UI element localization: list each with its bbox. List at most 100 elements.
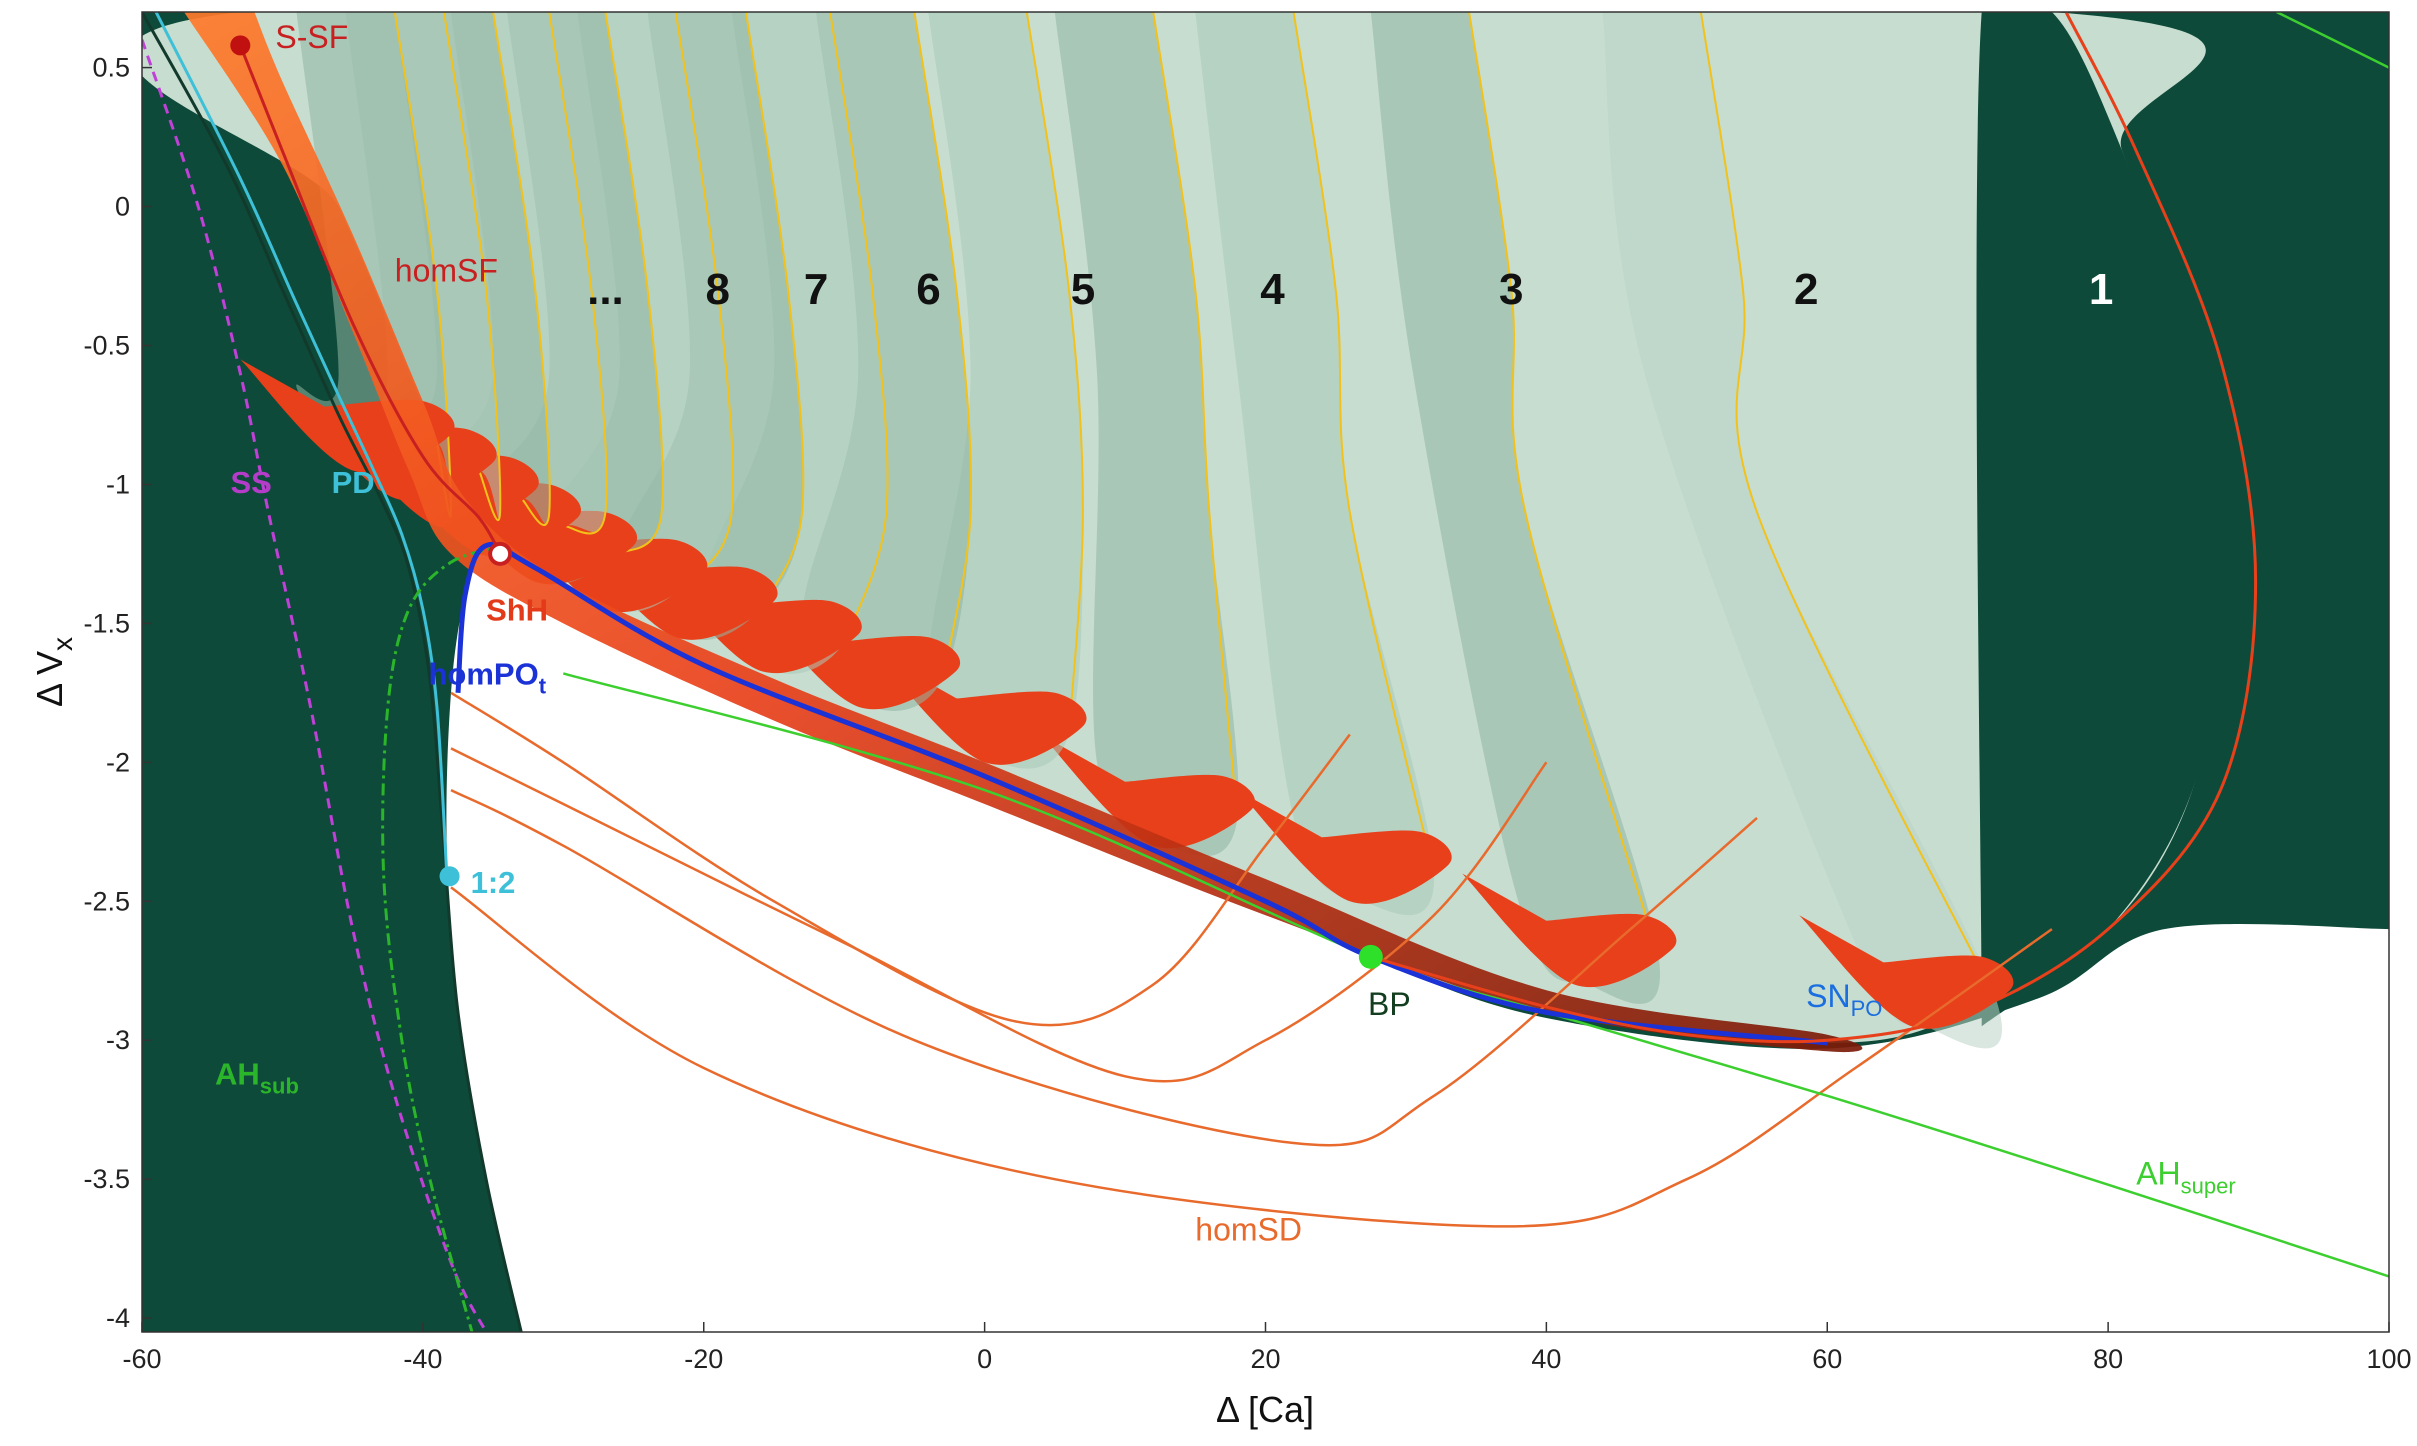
annotation-bp: BP xyxy=(1368,986,1411,1022)
quiescent-region xyxy=(446,544,2389,1332)
AH-super-curve-corner xyxy=(2276,12,2389,69)
annotation-pd: PD xyxy=(332,465,375,500)
region-label: 5 xyxy=(1071,265,1095,314)
chaotic-sliver xyxy=(1462,873,1677,988)
annotation-text: AH xyxy=(215,1057,260,1092)
y-tick-label: -2 xyxy=(106,747,130,777)
annotation-ahsuper: AHsuper xyxy=(2136,1156,2236,1199)
y-tick-label: -1.5 xyxy=(83,608,130,638)
annotation-1-2: 1:2 xyxy=(471,865,516,900)
y-tick-label: 0.5 xyxy=(92,53,130,83)
region-label: 6 xyxy=(916,265,940,314)
region-label: 3 xyxy=(1499,265,1523,314)
x-axis-ticks: -60 -40 -20 0 20 40 60 80 100 xyxy=(122,1322,2412,1374)
spike-band-boundary xyxy=(1152,12,1239,818)
chaotic-sliver xyxy=(1799,915,2014,1029)
y-tick-label: -3.5 xyxy=(83,1164,130,1194)
y-axis-label-main: Δ V xyxy=(29,651,70,707)
annotation-text: AH xyxy=(2136,1156,2180,1192)
spike-band-boundary xyxy=(1699,12,1997,999)
spike-band-shade xyxy=(1195,12,1435,916)
spike-band-boundary xyxy=(744,12,805,610)
annotation-s-sf: S-SF xyxy=(275,19,348,55)
SN-PO-curve xyxy=(1370,12,2258,1044)
spike-band-shade xyxy=(1370,12,1660,1004)
annotation-text: BP xyxy=(1368,986,1411,1022)
annotation-subscript: sub xyxy=(260,1074,299,1099)
spike-band-shade xyxy=(1602,12,2003,1049)
point-shh xyxy=(488,541,513,566)
spike-band-boundary xyxy=(913,12,973,680)
region-label: 1 xyxy=(2089,265,2113,314)
left-boundary-line xyxy=(142,12,523,1332)
homSD-curve xyxy=(450,691,1351,1027)
homSD-curve xyxy=(450,788,1758,1147)
PD-curve xyxy=(154,12,449,874)
spike-band-boundary xyxy=(1025,12,1084,735)
y-axis-ticks: 0.5 0 -0.5 -1 -1.5 -2 -2.5 -3 -3.5 -4 xyxy=(83,53,152,1333)
x-tick-label: 60 xyxy=(1812,1344,1842,1374)
region-label: 2 xyxy=(1794,265,1818,314)
annotation-text: homSF xyxy=(395,253,498,289)
chaotic-sliver xyxy=(1040,734,1256,849)
x-tick-label: 0 xyxy=(977,1344,992,1374)
annotation-subscript: super xyxy=(2181,1174,2236,1199)
spike-band-boundary xyxy=(1468,12,1660,958)
annotation-text: S-SF xyxy=(275,19,348,55)
point-layer xyxy=(230,35,1383,969)
annotation-text: homSD xyxy=(1195,1211,1302,1247)
spike-band-boundary xyxy=(829,12,889,644)
x-tick-label: 40 xyxy=(1531,1344,1561,1374)
region-layer xyxy=(142,12,2389,1332)
annotation-shh: ShH xyxy=(486,593,548,628)
spike-band-shade xyxy=(928,12,1083,769)
annotation-homsf: homSF xyxy=(395,253,498,289)
annotation-snpo: SNPO xyxy=(1806,978,1882,1021)
y-tick-label: -2.5 xyxy=(83,886,130,916)
plot-area: 1 2 3 4 5 6 7 8... S-SF homSF SS PD ShH homPOt 1:2 BP S… xyxy=(141,11,2390,1333)
y-axis-label: Δ Vx xyxy=(29,637,78,707)
y-tick-label: -0.5 xyxy=(83,330,130,360)
annotation-ahsub: AHsub xyxy=(215,1057,299,1099)
spike-band-boundary xyxy=(492,12,551,526)
annotation-homsd: homSD xyxy=(1195,1211,1302,1247)
point-1-2 xyxy=(439,866,460,887)
y-tick-label: -4 xyxy=(106,1303,130,1333)
homSF-curve xyxy=(238,44,502,555)
spike-band-boundary xyxy=(674,12,735,583)
annotation-text: 1:2 xyxy=(471,865,516,900)
x-tick-label: -40 xyxy=(403,1344,442,1374)
y-tick-label: -1 xyxy=(106,469,130,499)
point-s-sf xyxy=(230,35,251,56)
annotation-ss: SS xyxy=(230,465,271,500)
annotation-text: ShH xyxy=(486,593,548,628)
chaotic-sliver xyxy=(1237,790,1452,904)
annotation-text: SN xyxy=(1806,978,1850,1014)
spike-band-shade xyxy=(1054,12,1239,857)
chaotic-sliver xyxy=(745,595,961,710)
chaotic-sliver xyxy=(647,559,862,674)
y-axis-label-sub: x xyxy=(47,637,78,651)
annotation-subscript: t xyxy=(539,674,547,699)
y-tick-label: -3 xyxy=(106,1025,130,1055)
x-tick-label: 20 xyxy=(1250,1344,1280,1374)
x-tick-label: -60 xyxy=(122,1344,161,1374)
point-bp xyxy=(1358,944,1383,969)
region-label: 7 xyxy=(804,265,828,314)
region-label-layer: 1 2 3 4 5 6 7 8... xyxy=(587,265,2113,314)
chaotic-sliver xyxy=(872,651,1087,765)
homSD-curve xyxy=(450,886,2053,1228)
annotation-text: PD xyxy=(332,465,375,500)
curve-layer xyxy=(142,12,2389,1332)
spike-band-boundary xyxy=(604,12,664,555)
annotation-text: homPO xyxy=(428,657,538,692)
region-label: ... xyxy=(587,265,624,314)
annotation-subscript: PO xyxy=(1851,996,1883,1021)
annotation-text: SS xyxy=(230,465,271,500)
x-tick-label: 100 xyxy=(2366,1344,2411,1374)
y-tick-label: 0 xyxy=(115,192,130,222)
SS-curve xyxy=(142,39,488,1332)
region-label: 8 xyxy=(706,265,730,314)
